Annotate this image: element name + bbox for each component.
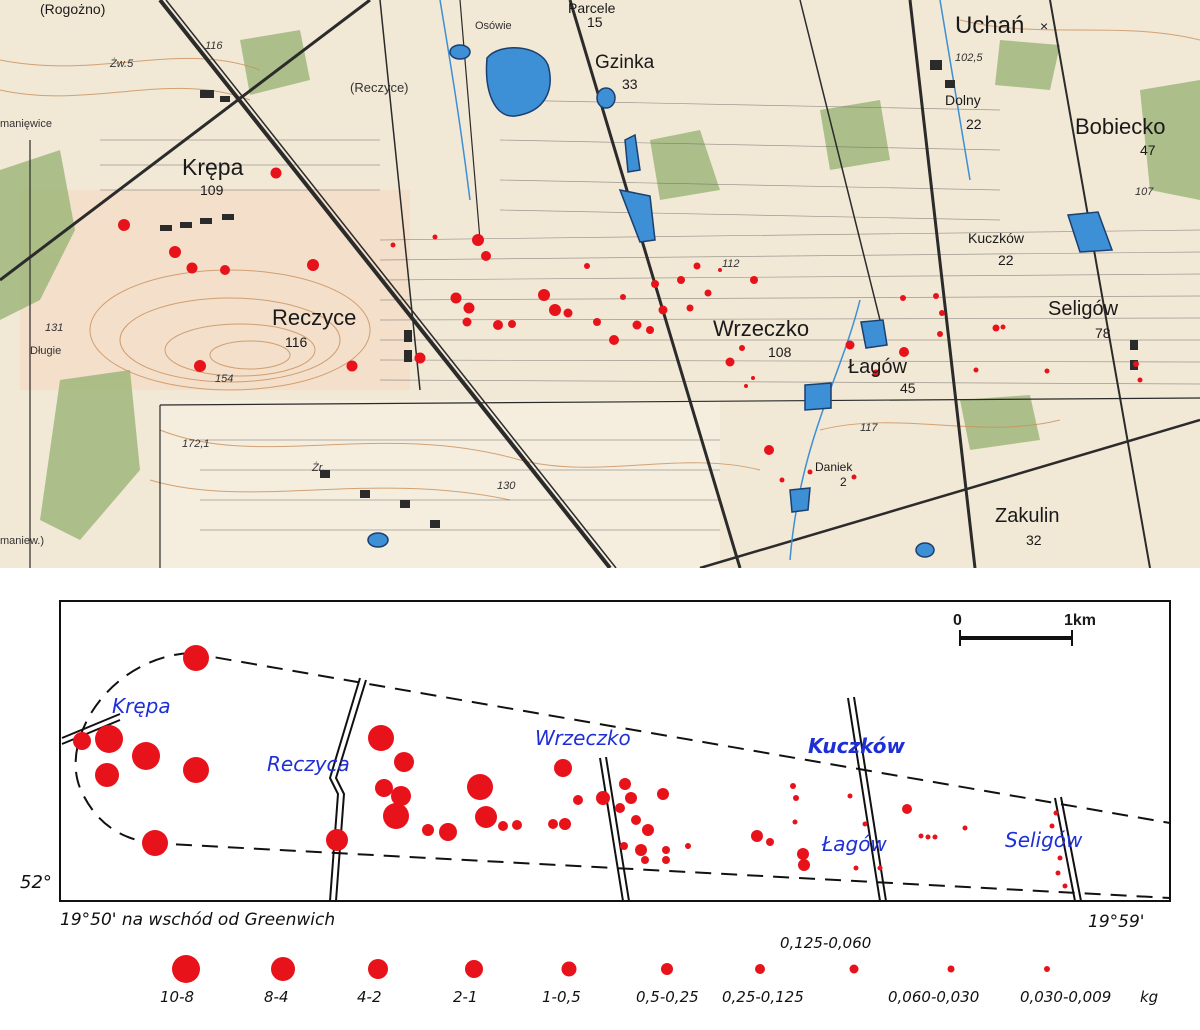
- place-uchan-sign: ×: [1040, 18, 1049, 34]
- legend-unit: kg: [1140, 988, 1159, 1006]
- legend-label: 8-4: [264, 988, 289, 1006]
- spot-height: 131: [45, 322, 64, 334]
- label-reczyca: Reczyca: [267, 752, 350, 776]
- label-kuczkow: Kuczków: [808, 734, 905, 758]
- spot-height: 154: [215, 373, 234, 385]
- topographic-map: (Rogożno) Parcele 15 Osówie Uchań × Gzin…: [0, 0, 1200, 568]
- legend-dot-10-8: [172, 955, 200, 983]
- latitude-label: 52°: [20, 872, 52, 893]
- place-lagow: Łagów: [848, 356, 907, 378]
- place-gzinka: Gzinka: [595, 52, 655, 73]
- streams: [439, 0, 971, 561]
- legend-label: 0,030-0,009: [1020, 988, 1112, 1006]
- place-reczyce: Reczyce: [272, 305, 357, 330]
- place-krepa: Krępa: [182, 154, 244, 180]
- legend-symbols: [172, 955, 1050, 983]
- place-osowie: Osówie: [475, 20, 512, 32]
- legend-dot-4-2: [368, 959, 388, 979]
- spot-height: 117: [860, 422, 878, 434]
- place-daniek: Daniek: [815, 460, 853, 474]
- place-zakulin: Zakulin: [995, 505, 1060, 527]
- strewn-boundary: [74, 652, 1171, 899]
- place-gzinka-elev: 33: [622, 76, 638, 92]
- label-wrzeczko: Wrzeczko: [535, 726, 631, 750]
- spot-height: Żw.5: [110, 58, 134, 70]
- legend-dot-0-030-0-009: [1044, 966, 1050, 972]
- place-kuczkow: Kuczków: [968, 230, 1025, 246]
- legend-label-above: 0,125-0,060: [780, 934, 872, 952]
- longitude-right-label: 19°59': [1088, 912, 1145, 932]
- map-drawing: [0, 0, 1200, 568]
- roads: [0, 0, 1200, 568]
- place-seligow: Seligów: [1048, 298, 1119, 320]
- place-parcele-elev: 15: [587, 14, 603, 30]
- place-lagow-elev: 45: [900, 380, 916, 396]
- place-seligow-elev: 78: [1095, 325, 1111, 341]
- legend-dot-1-0-5: [561, 961, 577, 977]
- place-maniew: maniew.): [0, 535, 45, 547]
- spot-height: 130: [497, 480, 516, 492]
- legend-label: 4-2: [357, 988, 382, 1006]
- longitude-left-label: 19°50' na wschód od Greenwich: [60, 910, 336, 930]
- map-frame: [59, 600, 1171, 902]
- label-seligow: Seligów: [1005, 828, 1083, 852]
- strewn-field-drawing: [59, 600, 1171, 983]
- label-krepa: Krępa: [112, 694, 171, 718]
- legend-dot-2-1: [465, 960, 483, 978]
- place-zakulin-elev: 32: [1026, 532, 1042, 548]
- spot-height: 112: [722, 258, 740, 270]
- legend-dot-0-25-0-125: [755, 964, 765, 974]
- spot-height: 107: [1135, 186, 1154, 198]
- label-lagow: Łagów: [822, 832, 887, 856]
- place-parcele: Parcele: [568, 0, 616, 16]
- place-krepa-elev: 109: [200, 182, 224, 198]
- place-dolny: Dolny: [945, 92, 981, 108]
- field-lines: [100, 99, 1200, 531]
- spot-height: 116: [205, 40, 223, 52]
- legend-dot-0-125-0-060: [849, 964, 859, 974]
- legend-label: 0,5-0,25: [636, 988, 699, 1006]
- place-dlugie: Długie: [30, 345, 62, 357]
- scale-bar: [959, 630, 1073, 646]
- legend-label: 10-8: [160, 988, 195, 1006]
- contours: [0, 19, 1200, 501]
- spot-height: 172,1: [182, 438, 210, 450]
- legend-label: 2-1: [453, 988, 478, 1006]
- place-daniek-elev: 2: [840, 475, 847, 489]
- place-bobiecko: Bobiecko: [1075, 114, 1166, 139]
- place-rogozno: (Rogożno): [40, 1, 106, 17]
- legend-dot-0-5-0-25: [661, 963, 673, 975]
- place-dolny-elev: 22: [966, 116, 982, 132]
- legend-label: 0,060-0,030: [888, 988, 980, 1006]
- legend-dot-0-060-0-030: [947, 965, 955, 973]
- meteorite-finds-top: [118, 167, 1143, 483]
- legend-label: 1-0,5: [542, 988, 581, 1006]
- legend-dot-8-4: [271, 957, 295, 981]
- place-reczyce-elev: 116: [285, 334, 308, 350]
- meteorite-finds-bottom: [73, 645, 1068, 889]
- roads: [61, 677, 1082, 902]
- place-uchan: Uchań: [955, 12, 1025, 39]
- scale-end-label: 1km: [1064, 612, 1097, 629]
- place-bobiecko-elev: 47: [1140, 142, 1156, 158]
- legend-label: 0,25-0,125: [722, 988, 804, 1006]
- place-kuczkow-elev: 22: [998, 252, 1014, 268]
- ponds: [367, 44, 1114, 558]
- strewn-field-diagram: 0 1km Krępa Reczyca Wrzeczko Kuczków Łag…: [0, 568, 1200, 1030]
- place-maniewice: manięwice: [0, 118, 52, 130]
- spot-height: 102,5: [955, 52, 983, 64]
- place-wrzeczko: Wrzeczko: [713, 316, 810, 341]
- place-reczyce-small: (Reczyce): [350, 80, 409, 95]
- place-wrzeczko-elev: 108: [768, 344, 792, 360]
- scale-start-label: 0: [953, 612, 962, 629]
- buildings: [160, 60, 1138, 528]
- spot-height: Żr.: [312, 462, 326, 474]
